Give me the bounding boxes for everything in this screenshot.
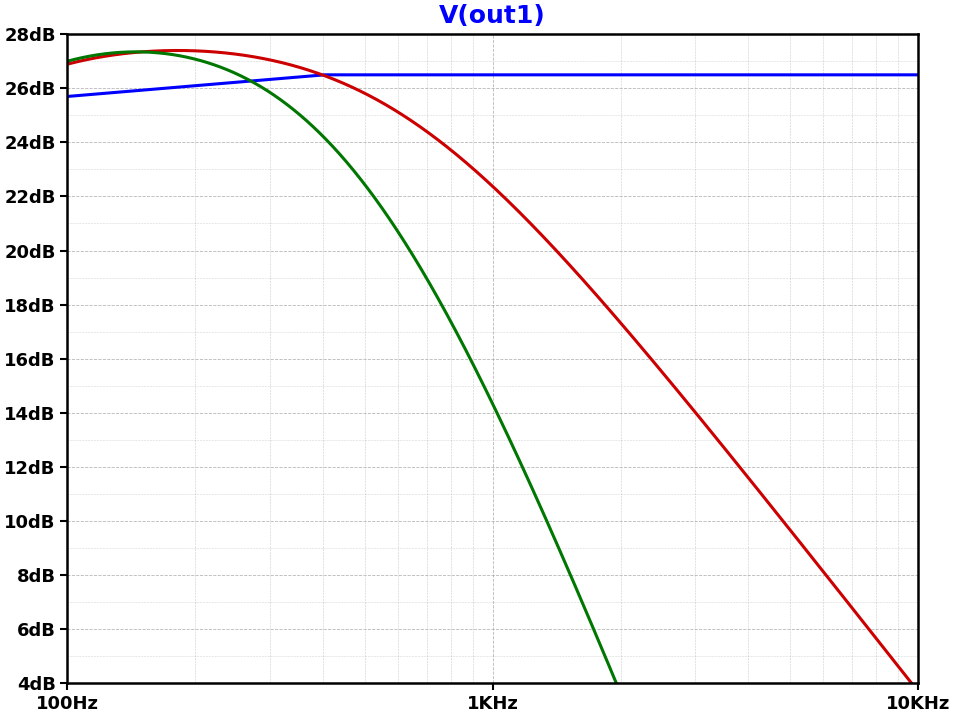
Title: V(out1): V(out1) xyxy=(438,4,545,28)
